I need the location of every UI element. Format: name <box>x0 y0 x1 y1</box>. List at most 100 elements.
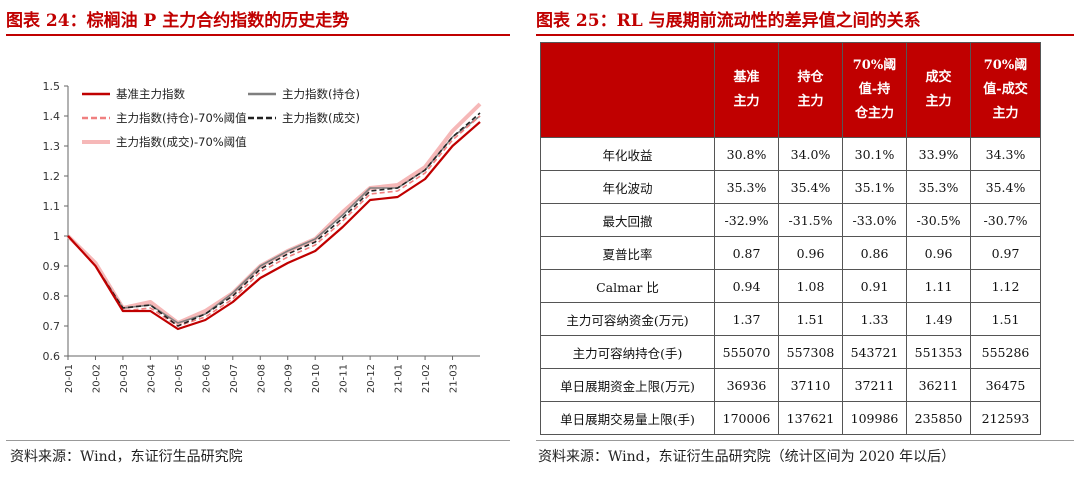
table-cell: 170006 <box>714 401 779 435</box>
row-label: 主力可容纳持仓(手) <box>540 335 715 369</box>
column-header: 基准 主力 <box>714 42 779 138</box>
y-tick-label: 1.2 <box>43 170 61 183</box>
legend-label: 主力指数(持仓) <box>282 87 360 101</box>
column-header-line: 基准 <box>733 70 760 85</box>
row-label: 年化收益 <box>540 137 715 171</box>
column-header: 70%阈 值-成交 主力 <box>970 42 1041 138</box>
x-tick-label: 20-08 <box>256 364 267 393</box>
table-cell: 543721 <box>842 335 907 369</box>
title-rule <box>6 34 510 36</box>
x-tick-label: 21-01 <box>394 364 405 393</box>
table-row: 单日展期资金上限(万元) 36936 37110 37211 36211 36475 <box>540 368 1041 402</box>
title-rule <box>536 34 1074 36</box>
table-cell: 555286 <box>970 335 1041 369</box>
x-tick-label: 20-02 <box>91 364 102 393</box>
table-cell: 36475 <box>970 368 1041 402</box>
table-source: 资料来源：Wind，东证衍生品研究院（统计区间为 2020 年以后） <box>538 449 956 465</box>
table-cell: 109986 <box>842 401 907 435</box>
table-row: 主力可容纳持仓(手) 555070 557308 543721 551353 555286 <box>540 335 1041 369</box>
table-cell: 35.3% <box>906 170 971 204</box>
table-cell: 1.51 <box>778 302 843 336</box>
table-cell: 555070 <box>714 335 779 369</box>
legend-label: 主力指数(成交) <box>282 111 360 125</box>
x-tick-label: 20-04 <box>146 364 157 393</box>
x-tick-label: 20-01 <box>64 364 75 393</box>
left-panel: 图表 24：棕榈油 P 主力合约指数的历史走势 1.5 1.4 1.3 1.2 1.1 1… <box>0 0 520 491</box>
y-tick-label: 1.3 <box>43 140 61 153</box>
table-cell: 36936 <box>714 368 779 402</box>
column-header-line: 主力 <box>797 94 824 109</box>
row-label: 单日展期资金上限(万元) <box>540 368 715 402</box>
x-tick-label: 20-10 <box>311 364 322 393</box>
legend-label: 基准主力指数 <box>116 87 185 101</box>
table-row: 单日展期交易量上限(手) 170006 137621 109986 235850 2125… <box>540 401 1041 435</box>
table-cell: 551353 <box>906 335 971 369</box>
table-row: 最大回撤 -32.9% -31.5% -33.0% -30.5% -30.7% <box>540 203 1041 237</box>
table-cell: 34.0% <box>778 137 843 171</box>
table-cell: 1.49 <box>906 302 971 336</box>
table-header-row: 基准 主力 持仓 主力 70%阈 值-持 仓主力 成交 主力 70%阈 值-成交 主力 <box>540 42 1041 138</box>
source-rule <box>536 440 1074 441</box>
column-header: 成交 主力 <box>906 42 971 138</box>
table-cell: 1.08 <box>778 269 843 303</box>
table-cell: 1.33 <box>842 302 907 336</box>
table-cell: 35.1% <box>842 170 907 204</box>
x-tick-label: 20-03 <box>119 364 130 393</box>
column-header-line: 主力 <box>733 94 760 109</box>
x-tick-label: 20-11 <box>339 364 350 393</box>
table-cell: 0.94 <box>714 269 779 303</box>
x-tick-label: 21-02 <box>421 364 432 393</box>
row-label: Calmar 比 <box>540 269 715 303</box>
x-tick-label: 20-12 <box>366 364 377 393</box>
table-cell: 137621 <box>778 401 843 435</box>
chart-source: 资料来源：Wind，东证衍生品研究院 <box>10 449 243 465</box>
table-cell: 0.97 <box>970 236 1041 270</box>
row-label: 主力可容纳资金(万元) <box>540 302 715 336</box>
column-header-line: 70%阈 <box>983 58 1028 73</box>
y-tick-label: 0.8 <box>43 290 61 303</box>
table-cell: -32.9% <box>714 203 779 237</box>
y-tick-label: 0.7 <box>43 320 61 333</box>
table-cell: 0.96 <box>906 236 971 270</box>
column-header-line: 70%阈 <box>852 58 897 73</box>
y-tick-label: 1.1 <box>43 200 61 213</box>
line-chart: 1.5 1.4 1.3 1.2 1.1 1 0.9 0.8 0.7 0.620-01 20-02 20… <box>43 80 482 393</box>
row-label: 夏普比率 <box>540 236 715 270</box>
table-cell: -31.5% <box>778 203 843 237</box>
column-header: 70%阈 值-持 仓主力 <box>842 42 907 138</box>
row-label: 最大回撤 <box>540 203 715 237</box>
row-label: 单日展期交易量上限(手) <box>540 401 715 435</box>
stats-table: 基准 主力 持仓 主力 70%阈 值-持 仓主力 成交 主力 70%阈 值-成交 主力 年化收益 30.… <box>540 42 1041 435</box>
y-tick-label: 1.4 <box>43 110 61 123</box>
table-row: 主力可容纳资金(万元) 1.37 1.51 1.33 1.49 1.51 <box>540 302 1041 336</box>
row-label: 年化波动 <box>540 170 715 204</box>
table-cell: 557308 <box>778 335 843 369</box>
table-cell: 0.96 <box>778 236 843 270</box>
table-cell: -33.0% <box>842 203 907 237</box>
table-cell: -30.5% <box>906 203 971 237</box>
table-cell: 212593 <box>970 401 1041 435</box>
column-header-line: 值-持 <box>858 82 891 97</box>
table-cell: 0.87 <box>714 236 779 270</box>
series-line <box>67 121 481 331</box>
series-line <box>67 112 481 327</box>
right-panel: 图表 25：RL 与展期前流动性的差异值之间的关系 基准 主力 持仓 主力 70%阈 值-… <box>530 0 1080 491</box>
table-cell: 0.86 <box>842 236 907 270</box>
chart-title: 图表 24：棕榈油 P 主力合约指数的历史走势 <box>6 11 350 31</box>
table-cell: 30.8% <box>714 137 779 171</box>
column-header-line: 主力 <box>992 106 1019 121</box>
x-tick-label: 20-09 <box>284 364 295 393</box>
x-tick-label: 21-03 <box>449 364 460 393</box>
table-cell: 1.11 <box>906 269 971 303</box>
table-cell: 1.51 <box>970 302 1041 336</box>
table-row: Calmar 比 0.94 1.08 0.91 1.11 1.12 <box>540 269 1041 303</box>
x-tick-label: 20-05 <box>174 364 185 393</box>
table-cell: 36211 <box>906 368 971 402</box>
y-tick-label: 1.5 <box>43 80 61 93</box>
table-cell: 1.12 <box>970 269 1041 303</box>
table-cell: 35.4% <box>778 170 843 204</box>
table-cell: 1.37 <box>714 302 779 336</box>
table-cell: 35.4% <box>970 170 1041 204</box>
column-header-line: 主力 <box>925 94 952 109</box>
table-title: 图表 25：RL 与展期前流动性的差异值之间的关系 <box>536 11 921 31</box>
